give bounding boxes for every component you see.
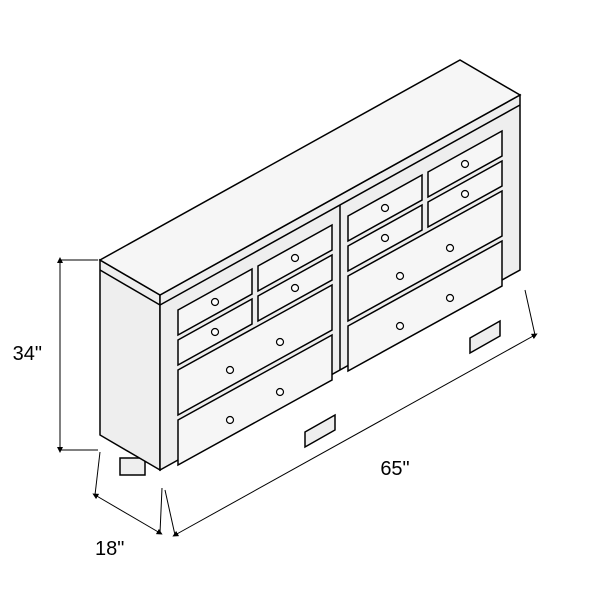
dimension-diagram: 34" 18" 65" bbox=[0, 0, 600, 600]
dimension-height: 34" bbox=[13, 260, 98, 450]
dresser-side bbox=[100, 260, 160, 470]
dimension-width-label: 65" bbox=[380, 458, 409, 480]
dimension-height-label: 34" bbox=[13, 343, 42, 365]
dimension-depth-label: 18" bbox=[95, 538, 124, 560]
